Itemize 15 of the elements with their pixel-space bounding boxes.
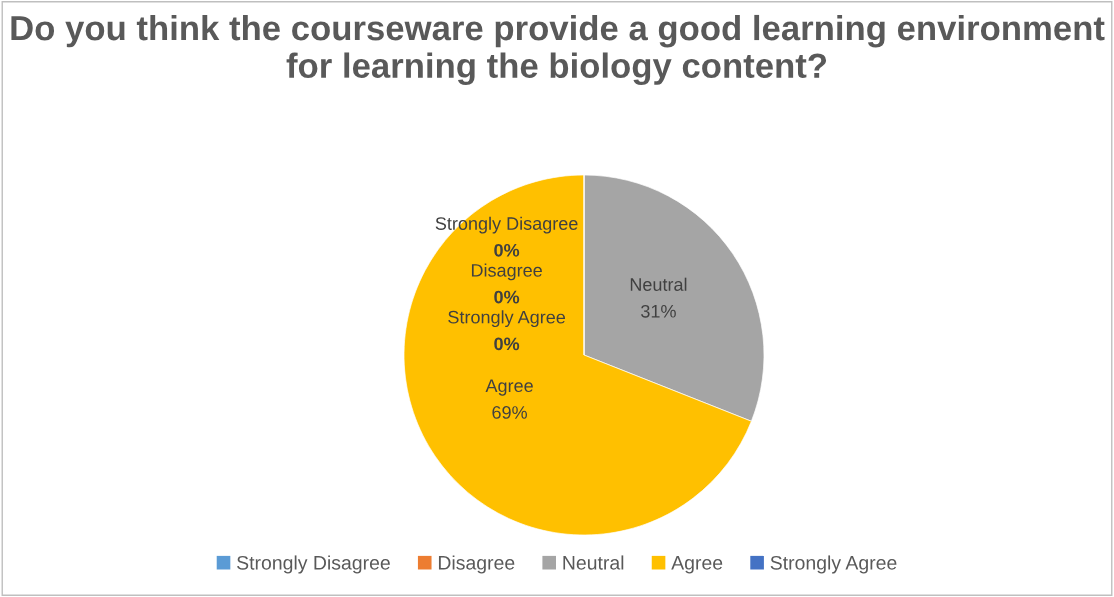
legend-label: Strongly Agree — [770, 555, 897, 574]
text: 0% — [494, 290, 520, 304]
category-label: Disagree — [471, 263, 542, 281]
legend-label: Strongly Disagree — [237, 555, 390, 574]
slice-label: Neutral — [630, 277, 687, 291]
text: 0% — [494, 337, 520, 351]
legend-label: Neutral — [563, 555, 624, 570]
text: 0% — [494, 243, 520, 257]
chart-title: Do you think the courseware provide a good learning environment for learning the biology content? — [11, 14, 1105, 85]
data-label: 69% — [492, 406, 527, 419]
data-label: 31% — [641, 304, 676, 318]
category-label: Strongly Agree — [448, 310, 566, 328]
legend-label: Disagree — [438, 555, 515, 574]
slice-label: Agree — [485, 379, 533, 396]
legend-label: Agree — [671, 556, 723, 574]
